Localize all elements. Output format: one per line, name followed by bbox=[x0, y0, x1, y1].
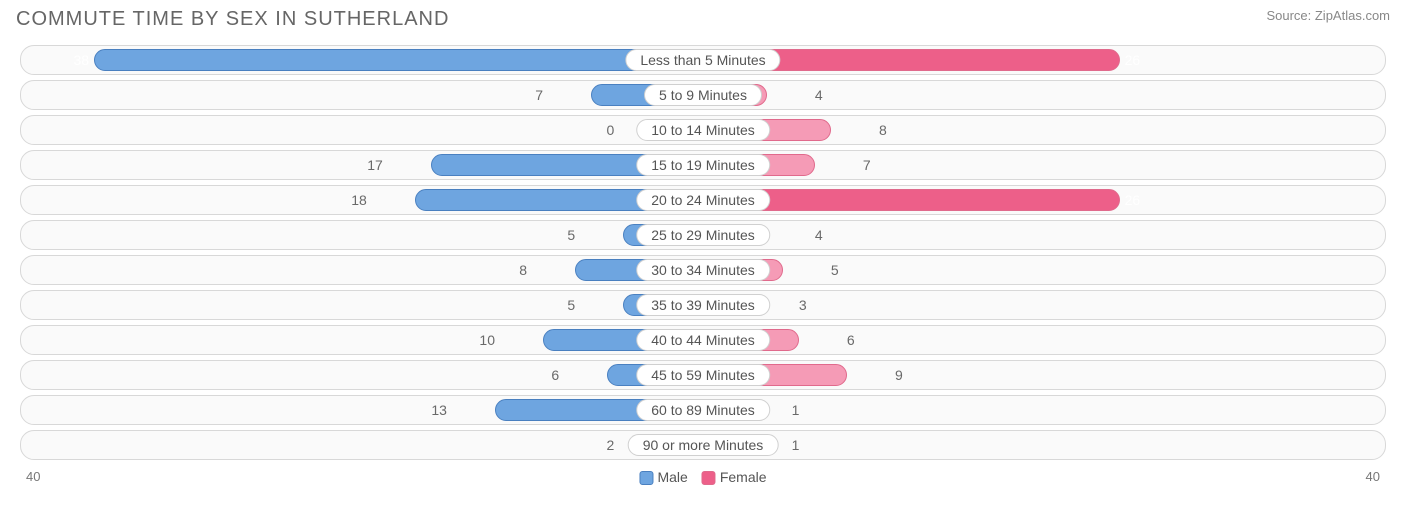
female-value: 26 bbox=[1125, 192, 1141, 208]
category-label: 35 to 39 Minutes bbox=[636, 294, 770, 316]
female-value: 4 bbox=[815, 87, 823, 103]
male-value: 5 bbox=[567, 297, 575, 313]
male-value: 7 bbox=[535, 87, 543, 103]
chart-row: 7 4 5 to 9 Minutes bbox=[20, 80, 1386, 110]
category-label: 30 to 34 Minutes bbox=[636, 259, 770, 281]
category-label: 20 to 24 Minutes bbox=[636, 189, 770, 211]
chart-container: COMMUTE TIME BY SEX IN SUTHERLAND Source… bbox=[0, 0, 1406, 523]
female-value: 26 bbox=[1125, 52, 1141, 68]
chart-row: 38 26 Less than 5 Minutes bbox=[20, 45, 1386, 75]
male-value: 18 bbox=[351, 192, 367, 208]
female-value: 8 bbox=[879, 122, 887, 138]
female-value: 5 bbox=[831, 262, 839, 278]
axis-max-left: 40 bbox=[26, 469, 40, 484]
chart-row: 10 6 40 to 44 Minutes bbox=[20, 325, 1386, 355]
female-value: 6 bbox=[847, 332, 855, 348]
axis-max-right: 40 bbox=[1366, 469, 1380, 484]
chart-row: 2 1 90 or more Minutes bbox=[20, 430, 1386, 460]
chart-row: 6 9 45 to 59 Minutes bbox=[20, 360, 1386, 390]
male-value: 6 bbox=[551, 367, 559, 383]
chart-row: 13 1 60 to 89 Minutes bbox=[20, 395, 1386, 425]
category-label: 10 to 14 Minutes bbox=[636, 119, 770, 141]
header: COMMUTE TIME BY SEX IN SUTHERLAND Source… bbox=[0, 0, 1406, 35]
female-value: 7 bbox=[863, 157, 871, 173]
male-value: 38 bbox=[74, 52, 90, 68]
category-label: 5 to 9 Minutes bbox=[644, 84, 762, 106]
male-value: 0 bbox=[607, 122, 615, 138]
chart-footer: 40 Male Female 40 bbox=[0, 465, 1406, 491]
category-label: 40 to 44 Minutes bbox=[636, 329, 770, 351]
chart-row: 8 5 30 to 34 Minutes bbox=[20, 255, 1386, 285]
chart-row: 18 26 20 to 24 Minutes bbox=[20, 185, 1386, 215]
legend-label-female: Female bbox=[720, 469, 767, 485]
category-label: 90 or more Minutes bbox=[628, 434, 779, 456]
category-label: 15 to 19 Minutes bbox=[636, 154, 770, 176]
chart-row: 5 4 25 to 29 Minutes bbox=[20, 220, 1386, 250]
chart-source: Source: ZipAtlas.com bbox=[1266, 8, 1390, 23]
category-label: 25 to 29 Minutes bbox=[636, 224, 770, 246]
chart-title: COMMUTE TIME BY SEX IN SUTHERLAND bbox=[16, 8, 449, 31]
chart-row: 17 7 15 to 19 Minutes bbox=[20, 150, 1386, 180]
female-value: 1 bbox=[792, 437, 800, 453]
chart-row: 5 3 35 to 39 Minutes bbox=[20, 290, 1386, 320]
chart-row: 0 8 10 to 14 Minutes bbox=[20, 115, 1386, 145]
legend-label-male: Male bbox=[657, 469, 687, 485]
legend-swatch-male bbox=[639, 471, 653, 485]
legend-item-female: Female bbox=[702, 469, 767, 485]
chart-area: 3826Less than 5 Minutes745 to 9 Minutes0… bbox=[0, 35, 1406, 460]
female-value: 1 bbox=[792, 402, 800, 418]
female-value: 9 bbox=[895, 367, 903, 383]
legend: Male Female bbox=[639, 469, 766, 485]
male-value: 8 bbox=[519, 262, 527, 278]
male-value: 13 bbox=[431, 402, 447, 418]
male-value: 17 bbox=[367, 157, 383, 173]
category-label: 60 to 89 Minutes bbox=[636, 399, 770, 421]
category-label: 45 to 59 Minutes bbox=[636, 364, 770, 386]
male-value: 2 bbox=[607, 437, 615, 453]
male-value: 10 bbox=[479, 332, 495, 348]
female-value: 3 bbox=[799, 297, 807, 313]
female-value: 4 bbox=[815, 227, 823, 243]
male-value: 5 bbox=[567, 227, 575, 243]
legend-swatch-female bbox=[702, 471, 716, 485]
legend-item-male: Male bbox=[639, 469, 687, 485]
category-label: Less than 5 Minutes bbox=[625, 49, 780, 71]
